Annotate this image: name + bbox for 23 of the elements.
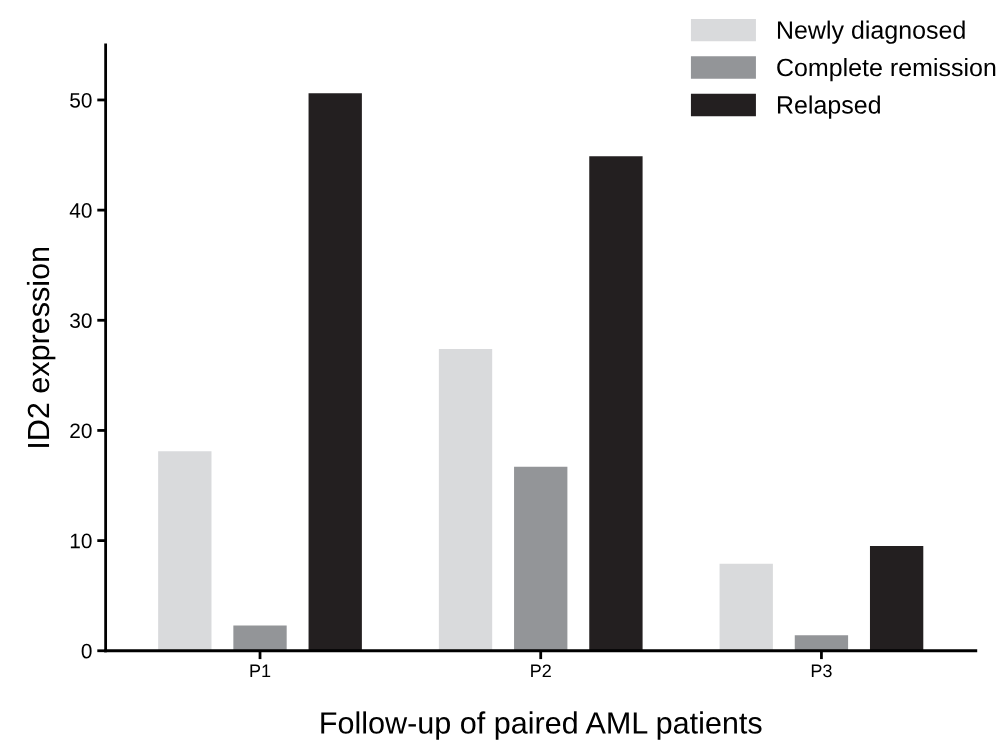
bar: [438, 348, 493, 651]
y-tick-label: 30: [70, 313, 92, 329]
bar: [233, 625, 287, 651]
legend-label: Newly diagnosed: [777, 20, 965, 44]
bar: [158, 451, 212, 651]
bar: [794, 635, 849, 651]
bar: [869, 546, 924, 651]
x-tick-label: P3: [811, 664, 832, 678]
y-tick-label: 20: [70, 423, 92, 439]
bar: [589, 156, 643, 651]
x-tick-label: P1: [250, 664, 271, 678]
x-tick-label: P2: [531, 664, 551, 678]
y-tick-label: 50: [70, 92, 92, 108]
x-axis-title: Follow-up of paired AML patients: [321, 711, 762, 740]
bar: [308, 93, 362, 651]
bar: [719, 563, 773, 651]
y-tick-label: 10: [70, 533, 92, 549]
y-tick-label: 0: [81, 643, 92, 659]
y-tick-label: 40: [69, 203, 92, 218]
y-axis-title: ID2 expression: [26, 247, 56, 447]
bar: [514, 466, 568, 651]
legend-label: Complete remission: [777, 57, 996, 82]
legend-label: Relapsed: [777, 95, 880, 119]
